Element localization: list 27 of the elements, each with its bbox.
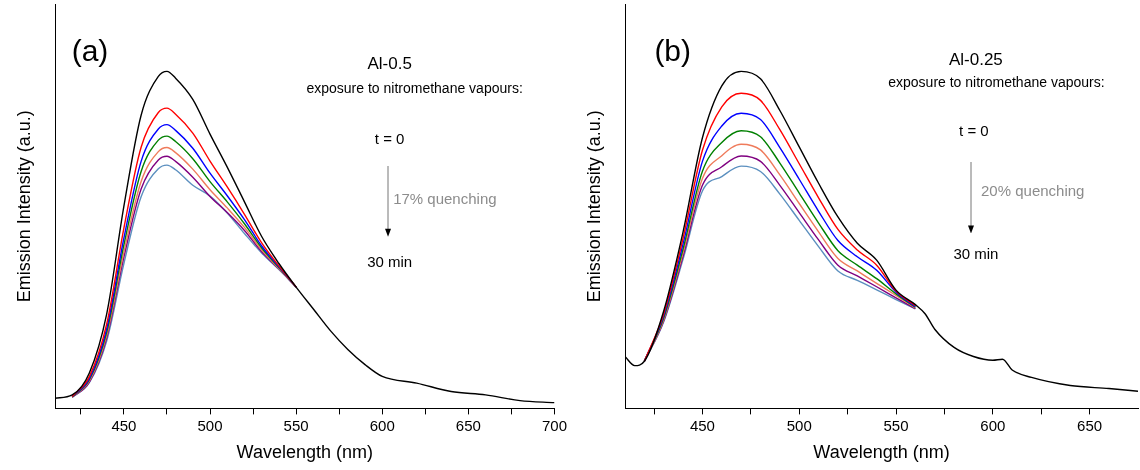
x-axis-title: Wavelength (nm) [236,442,373,463]
x-tick-label: 550 [883,416,909,434]
x-tick-label: 700 [541,416,567,434]
annotation: exposure to nitromethane vapours: [306,79,523,96]
text: Al-0.25 [948,50,1003,70]
annotation: 30 min [367,252,413,270]
annotation: 20% quenching [981,182,1085,200]
annotation: t = 0 [959,121,989,139]
x-axis-title: Wavelength (nm) [813,442,950,463]
x-tick-label: 500 [786,416,812,434]
x-tick-label: 600 [369,416,395,434]
annotation: Al-0.5 [367,54,412,74]
annotation: exposure to nitromethane vapours: [888,73,1105,90]
annotation: 30 min [953,244,999,262]
text: (b) [654,33,692,67]
x-tick-label: 650 [455,416,481,434]
annotation: t = 0 [374,129,405,147]
x-tick-label: 650 [1077,416,1103,434]
text: (a) [71,33,109,67]
x-tick-label: 600 [980,416,1006,434]
y-axis-title: Emission Intensity (a.u.) [583,110,604,303]
y-axis-title: Emission Intensity (a.u.) [13,110,34,303]
x-tick-label: 500 [197,416,223,434]
x-tick-label: 550 [283,416,309,434]
x-tick-label: 450 [111,416,137,434]
x-tick-label: 450 [689,416,715,434]
annotation: 17% quenching [393,190,497,208]
